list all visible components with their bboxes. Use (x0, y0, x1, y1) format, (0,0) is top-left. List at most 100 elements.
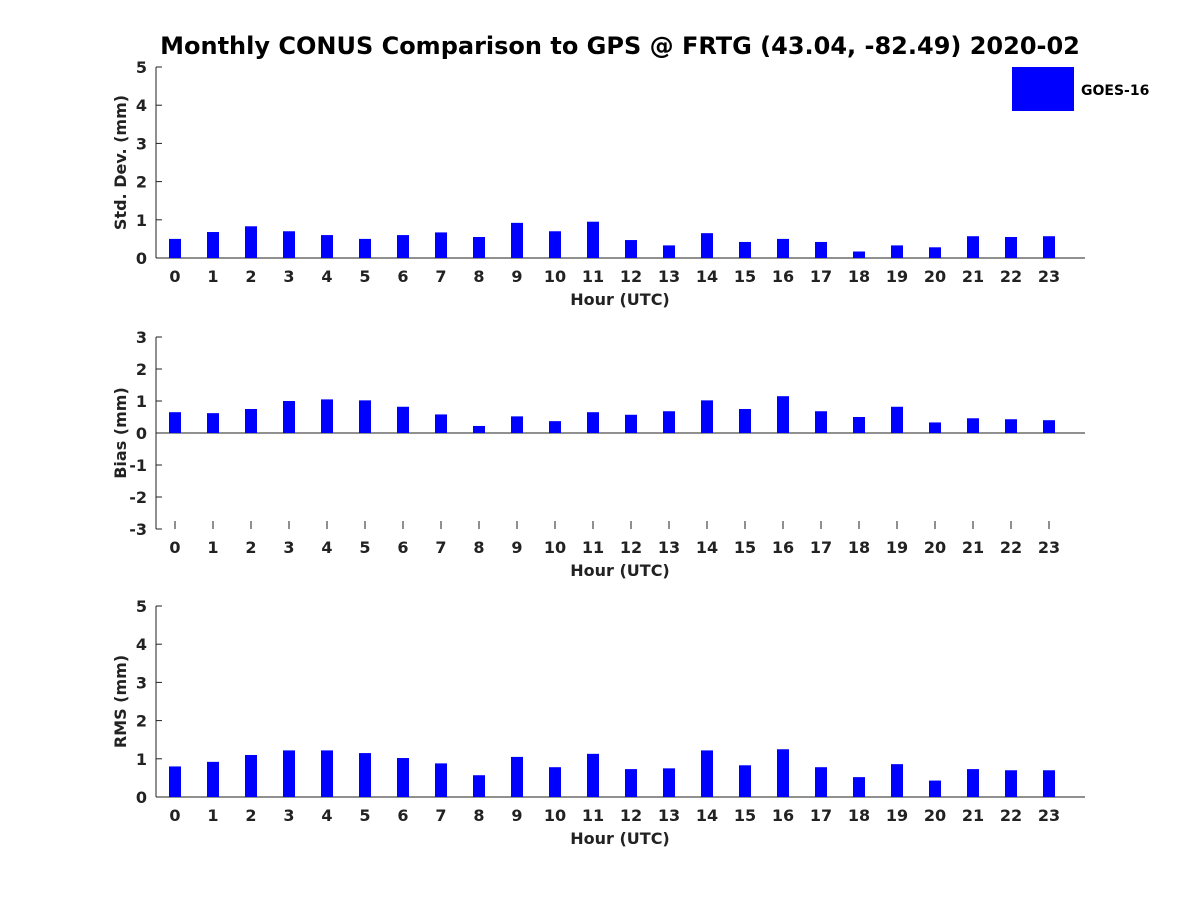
bias-x-tick-label: 17 (810, 538, 832, 557)
std-dev-y-tick-label: 1 (136, 211, 147, 230)
std-dev-bar-hour-22 (1005, 236, 1017, 258)
std-dev-y-tick-label: 4 (136, 96, 147, 115)
std-dev-y-tick-label: 3 (136, 134, 147, 153)
std-dev-x-tick-label: 8 (473, 267, 484, 286)
bias-x-tick-label: 8 (473, 538, 484, 557)
rms-bar-hour-14 (701, 750, 713, 797)
bias-x-tick-label: 5 (359, 538, 370, 557)
std-dev-bar-hour-2 (245, 226, 257, 258)
rms-bar-hour-18 (853, 777, 865, 797)
rms-x-tick-label: 17 (810, 806, 832, 825)
std-dev-x-tick-label: 6 (397, 267, 408, 286)
rms-x-tick-label: 11 (582, 806, 604, 825)
std-dev-x-tick-label: 14 (696, 267, 718, 286)
std-dev-bar-hour-23 (1043, 236, 1055, 258)
rms-bar-hour-5 (359, 753, 371, 797)
bias-x-tick-label: 19 (886, 538, 908, 557)
bias-bar-hour-7 (435, 414, 447, 433)
rms-x-tick-label: 19 (886, 806, 908, 825)
rms-bar-hour-10 (549, 767, 561, 797)
std-dev-bar-hour-3 (283, 231, 295, 258)
std-dev-x-tick-label: 0 (169, 267, 180, 286)
std-dev-x-axis-label: Hour (UTC) (570, 290, 670, 309)
rms-x-axis-label: Hour (UTC) (570, 829, 670, 848)
std-dev-bar-hour-14 (701, 233, 713, 258)
std-dev-bar-hour-6 (397, 235, 409, 258)
rms-bar-hour-1 (207, 761, 219, 797)
bias-x-tick-label: 10 (544, 538, 566, 557)
bias-bar-hour-3 (283, 401, 295, 433)
rms-bar-hour-7 (435, 763, 447, 797)
bias-y-tick-label: 1 (136, 392, 147, 411)
bias-x-tick-label: 3 (283, 538, 294, 557)
bias-bar-hour-4 (321, 399, 333, 433)
rms-y-tick-label: 2 (136, 712, 147, 731)
rms-x-tick-label: 3 (283, 806, 294, 825)
bias-x-tick-label: 18 (848, 538, 870, 557)
rms-bar-hour-11 (587, 753, 599, 797)
legend: GOES-16 (1012, 67, 1149, 111)
bias-x-axis-label: Hour (UTC) (570, 561, 670, 580)
std-dev-x-tick-label: 12 (620, 267, 642, 286)
bias-x-tick-label: 0 (169, 538, 180, 557)
rms-x-tick-label: 23 (1038, 806, 1060, 825)
std-dev-x-tick-label: 5 (359, 267, 370, 286)
bias-bar-hour-14 (701, 400, 713, 433)
bias-bar-hour-1 (207, 413, 219, 433)
std-dev-bar-hour-5 (359, 238, 371, 258)
rms-bar-hour-21 (967, 769, 979, 797)
std-dev-x-tick-label: 11 (582, 267, 604, 286)
std-dev-bar-hour-0 (169, 238, 181, 258)
bias-bar-hour-22 (1005, 419, 1017, 433)
std-dev-x-tick-label: 21 (962, 267, 984, 286)
bias-x-tick-label: 9 (511, 538, 522, 557)
std-dev-y-tick-label: 2 (136, 173, 147, 192)
bias-y-tick-label: -2 (129, 488, 147, 507)
rms-bar-hour-22 (1005, 770, 1017, 797)
bias-bar-hour-10 (549, 421, 561, 433)
rms-y-tick-label: 0 (136, 788, 147, 807)
bias-bar-hour-15 (739, 409, 751, 433)
bias-bar-hour-21 (967, 418, 979, 433)
legend-label: GOES-16 (1081, 83, 1149, 99)
rms-bar-hour-12 (625, 769, 637, 797)
rms-x-tick-label: 8 (473, 806, 484, 825)
std-dev-bar-hour-21 (967, 236, 979, 258)
std-dev-bar-hour-10 (549, 231, 561, 258)
std-dev-y-tick-label: 5 (136, 58, 147, 77)
bias-x-tick-label: 12 (620, 538, 642, 557)
std-dev-x-tick-label: 1 (207, 267, 218, 286)
bias-x-tick-label: 1 (207, 538, 218, 557)
bias-x-tick-label: 16 (772, 538, 794, 557)
rms-y-tick-label: 1 (136, 750, 147, 769)
rms-x-tick-label: 1 (207, 806, 218, 825)
bias-x-tick-label: 14 (696, 538, 718, 557)
std-dev-bar-hour-20 (929, 247, 941, 258)
std-dev-x-tick-label: 10 (544, 267, 566, 286)
bias-x-tick-label: 22 (1000, 538, 1022, 557)
bias-y-tick-label: 0 (136, 424, 147, 443)
rms-x-tick-label: 21 (962, 806, 984, 825)
rms-bar-hour-9 (511, 756, 523, 797)
std-dev-bar-hour-4 (321, 235, 333, 258)
std-dev-x-tick-label: 2 (245, 267, 256, 286)
std-dev-y-tick-label: 0 (136, 249, 147, 268)
rms-bar-hour-3 (283, 750, 295, 797)
bias-x-tick-label: 2 (245, 538, 256, 557)
std-dev-x-tick-label: 9 (511, 267, 522, 286)
std-dev-x-tick-label: 22 (1000, 267, 1022, 286)
bias-x-tick-label: 6 (397, 538, 408, 557)
bias-y-axis-label: Bias (mm) (111, 387, 130, 479)
rms-x-tick-label: 18 (848, 806, 870, 825)
rms-x-tick-label: 7 (435, 806, 446, 825)
rms-x-tick-label: 9 (511, 806, 522, 825)
std-dev-x-tick-label: 7 (435, 267, 446, 286)
std-dev-bar-hour-18 (853, 251, 865, 258)
rms-x-tick-label: 0 (169, 806, 180, 825)
chart-title: Monthly CONUS Comparison to GPS @ FRTG (… (160, 32, 1080, 60)
bias-bar-hour-23 (1043, 420, 1055, 433)
bias-bar-hour-18 (853, 417, 865, 433)
